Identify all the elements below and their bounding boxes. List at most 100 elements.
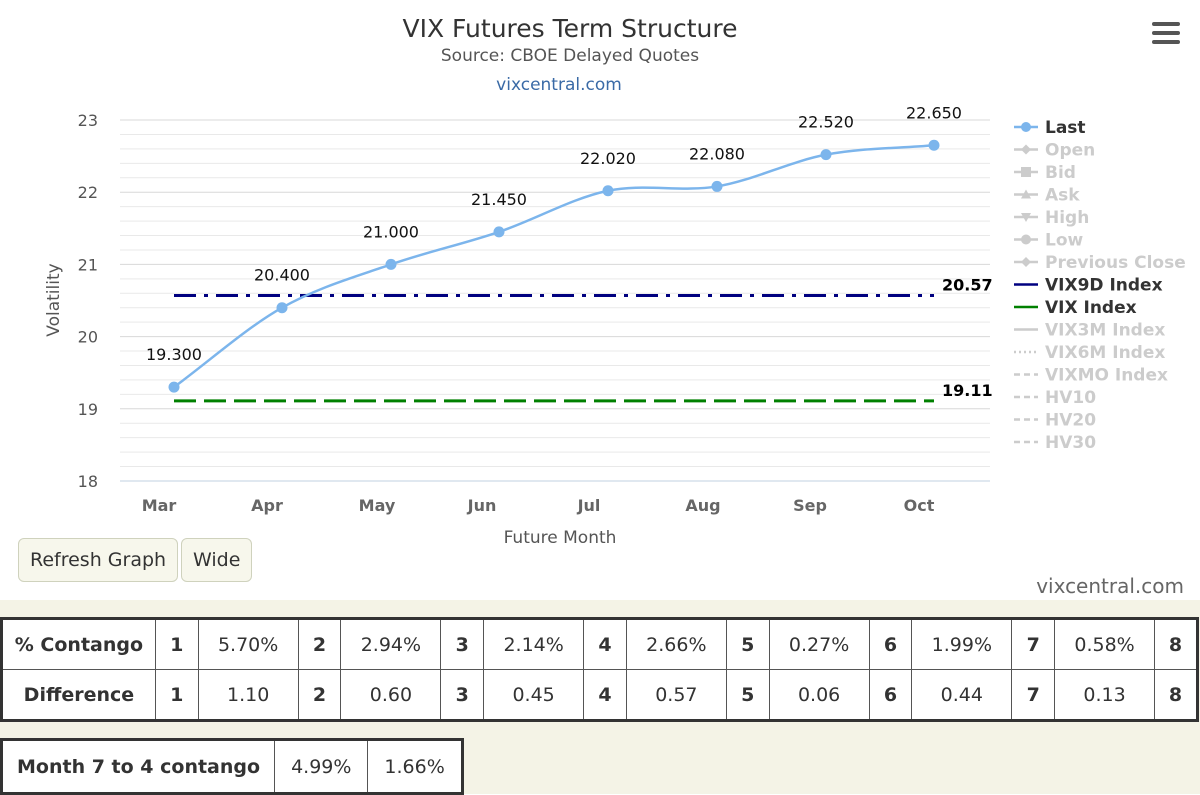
last-data-point (385, 258, 397, 270)
value-cell: 0.58% (1054, 618, 1155, 670)
legend-item-label[interactable]: Previous Close (1045, 253, 1186, 273)
x-axis-title: Future Month (504, 528, 617, 548)
last-data-label: 22.650 (906, 103, 962, 122)
month-index-cell: 5 (725, 669, 770, 721)
value-cell: 0.13 (1054, 669, 1155, 721)
last-data-point (168, 381, 180, 393)
value-cell: 2.66% (625, 618, 727, 670)
hamburger-menu-icon[interactable] (1152, 22, 1180, 44)
last-data-point (820, 149, 832, 161)
last-data-point (493, 226, 505, 238)
month-index-cell: 6 (868, 618, 913, 670)
value-cell: 2.14% (483, 618, 585, 670)
x-tick-label: Jun (467, 496, 497, 515)
value-cell: 1.10 (197, 669, 299, 721)
x-tick-label: Aug (685, 496, 720, 515)
legend-item-label[interactable]: Open (1045, 141, 1095, 161)
y-tick-label: 20 (78, 328, 98, 347)
x-tick-label: May (359, 496, 396, 515)
contango-row: % Contango 1 5.70% 2 2.94% 3 2.14% 4 2.66% 5 0.27%… (1, 618, 1199, 670)
value-cell: 0.44 (911, 669, 1013, 721)
value-cell: 0.27% (768, 618, 870, 670)
value-cell: 0.57 (625, 669, 727, 721)
last-data-label: 19.300 (146, 345, 202, 364)
legend-item-label[interactable]: High (1045, 208, 1089, 228)
month-index-cell: 2 (297, 618, 342, 670)
month-index-cell: 6 (868, 669, 913, 721)
legend-item-label[interactable]: Low (1045, 231, 1084, 251)
legend-item-label[interactable]: HV30 (1045, 433, 1096, 453)
legend-item-label[interactable]: HV20 (1045, 411, 1096, 431)
month-index-cell: 3 (440, 669, 485, 721)
last-data-label: 21.450 (471, 190, 527, 209)
legend-item-label[interactable]: VIX6M Index (1045, 343, 1165, 363)
last-data-label: 22.020 (580, 149, 636, 168)
y-tick-label: 22 (78, 183, 98, 202)
month-index-cell: 4 (583, 669, 627, 721)
month-index-cell: 4 (583, 618, 627, 670)
legend-circle-icon (1021, 122, 1031, 132)
legend-triangle-down-icon (1021, 213, 1031, 222)
legend-triangle-icon (1021, 189, 1031, 199)
y-axis-title: Volatility (44, 263, 64, 336)
wide-button[interactable]: Wide (181, 538, 253, 582)
legend-item-label[interactable]: VIX Index (1045, 298, 1137, 318)
x-tick-label: Jul (577, 496, 601, 515)
month-index-cell: 2 (297, 669, 342, 721)
month-index-cell: 8 (1153, 669, 1199, 721)
footer-brand: vixcentral.com (1036, 574, 1184, 598)
legend-item-label[interactable]: VIXMO Index (1045, 366, 1168, 386)
vix9d-data-label: 20.57 (942, 275, 993, 294)
x-tick-label: Apr (251, 496, 283, 515)
month-index-cell: 8 (1153, 618, 1199, 670)
legend-item-label[interactable]: VIX9D Index (1045, 276, 1163, 296)
legend-item-label[interactable]: HV10 (1045, 388, 1096, 408)
month-contango-table: Month 7 to 4 contango 4.99% 1.66% (0, 738, 464, 795)
month-index-cell: 1 (154, 669, 199, 721)
contango-table: % Contango 1 5.70% 2 2.94% 3 2.14% 4 2.66% 5 0.27%… (0, 617, 1199, 722)
month-index-cell: 7 (1011, 669, 1056, 721)
contango-row: Difference 1 1.10 2 0.60 3 0.45 4 0.57 5 0.06 6 0.44… (1, 669, 1199, 721)
value-cell: 0.60 (340, 669, 442, 721)
refresh-graph-button[interactable]: Refresh Graph (18, 538, 179, 582)
chart-title: VIX Futures Term Structure (403, 14, 738, 43)
chart-subtitle: Source: CBOE Delayed Quotes (441, 46, 699, 66)
row-label: Difference (1, 669, 156, 721)
value-cell: 5.70% (197, 618, 299, 670)
x-tick-label: Oct (904, 496, 935, 515)
month-index-cell: 3 (440, 618, 485, 670)
y-tick-label: 19 (78, 400, 98, 419)
y-tick-label: 23 (78, 111, 98, 130)
last-data-label: 22.080 (689, 144, 745, 163)
legend-diamond-icon (1021, 144, 1031, 155)
legend-item-label[interactable]: Last (1045, 118, 1086, 138)
last-data-label: 21.000 (363, 222, 419, 241)
chart-area: VIX Futures Term Structure Source: CBOE D… (44, 14, 1186, 548)
month-contango-value-2: 1.66% (367, 739, 463, 794)
last-data-point (928, 139, 940, 151)
y-tick-label: 21 (78, 255, 98, 274)
month-index-cell: 5 (725, 618, 770, 670)
y-tick-label: 18 (78, 472, 98, 491)
month-index-cell: 7 (1011, 618, 1056, 670)
legend-item-label[interactable]: Bid (1045, 163, 1076, 183)
legend-item-label[interactable]: Ask (1045, 186, 1080, 206)
legend-item-label[interactable]: VIX3M Index (1045, 321, 1165, 341)
last-data-label: 20.400 (254, 266, 310, 285)
legend-square-icon (1021, 167, 1031, 177)
last-data-point (276, 302, 288, 314)
row-label: % Contango (1, 618, 156, 670)
legend-diamond-icon (1021, 257, 1031, 267)
value-cell: 0.45 (483, 669, 585, 721)
term-structure-chart: VIX Futures Term Structure Source: CBOE D… (44, 14, 1186, 548)
month-contango-label: Month 7 to 4 contango (0, 739, 276, 794)
value-cell: 2.94% (340, 618, 442, 670)
month-contango-row: Month 7 to 4 contango 4.99% 1.66% (0, 739, 463, 794)
month-index-cell: 1 (154, 618, 199, 670)
last-data-point (602, 185, 614, 197)
vix-data-label: 19.11 (942, 381, 993, 400)
last-data-label: 22.520 (798, 113, 854, 132)
month-contango-value-1: 4.99% (274, 739, 369, 794)
last-data-point (711, 180, 723, 192)
value-cell: 1.99% (911, 618, 1013, 670)
